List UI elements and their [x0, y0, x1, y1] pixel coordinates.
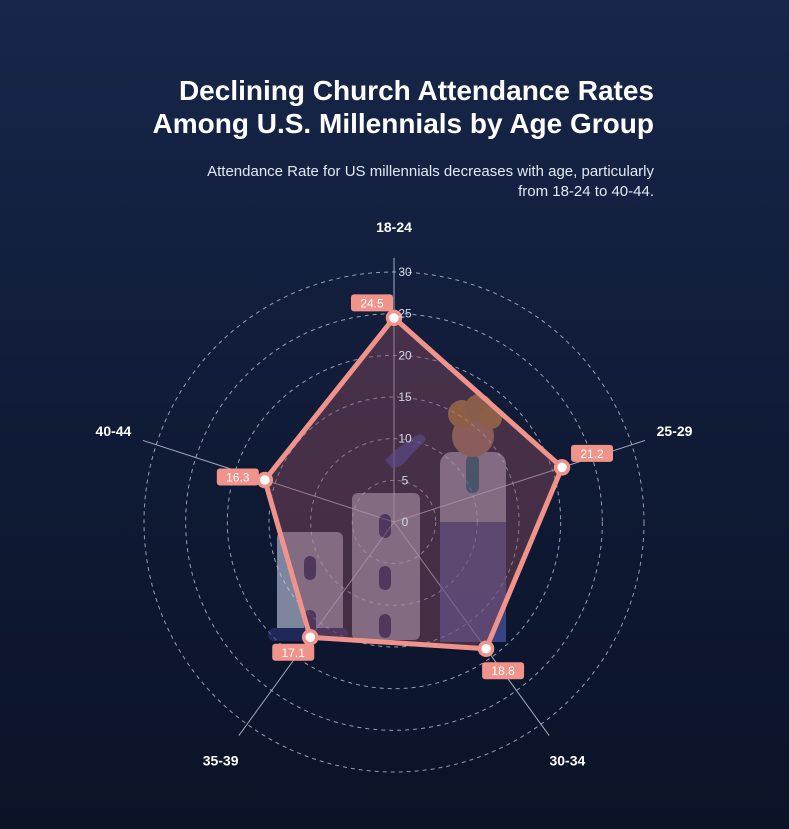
category-label: 35-39 [203, 753, 239, 769]
building-middle-window-icon [379, 566, 391, 590]
value-label-bg [482, 662, 525, 680]
value-label: 16.3 [226, 471, 250, 485]
value-labels: 24.5 21.2 18.8 17.1 16.3 [216, 294, 614, 680]
series-line [262, 315, 565, 652]
data-point [477, 640, 495, 657]
data-point [385, 309, 403, 327]
radial-tick-label: 30 [398, 265, 412, 279]
radial-tick-label: 25 [398, 307, 412, 321]
value-label: 21.2 [580, 447, 604, 461]
data-point [301, 629, 319, 646]
building-left-window-icon [304, 556, 316, 580]
value-label-bg [351, 294, 393, 312]
data-point [553, 459, 571, 476]
hand-icon [385, 434, 426, 468]
data-point [256, 471, 274, 489]
chart-header: Declining Church Attendance Rates Among … [94, 74, 654, 202]
chart-title-line-2: Among U.S. Millennials by Age Group [152, 108, 654, 139]
grid-ring [268, 396, 520, 648]
radial-tick-label: 10 [398, 432, 412, 446]
chart-title: Declining Church Attendance Rates Among … [94, 74, 654, 140]
building-middle-window-icon [379, 614, 391, 638]
radial-tick-label: 20 [398, 348, 412, 362]
category-label: 18-24 [376, 219, 412, 235]
series-area [264, 317, 562, 649]
category-labels: 18-24 25-29 30-34 35-39 40-44 [96, 219, 693, 769]
radial-tick-label: 15 [398, 390, 412, 404]
chart-title-line-1: Declining Church Attendance Rates [178, 75, 654, 106]
chart-subtitle-line-1: Attendance Rate for US millennials decre… [207, 163, 654, 180]
person-tie-icon [466, 455, 479, 493]
value-label-bg [571, 444, 614, 462]
chart-subtitle: Attendance Rate for US millennials decre… [94, 162, 654, 202]
chart-subtitle-line-2: from 18-24 to 40-44. [518, 183, 654, 200]
building-left-icon [277, 532, 343, 640]
radial-tick-label: 0 [402, 515, 409, 529]
radial-ticks: 0 5 10 15 20 25 30 [398, 265, 412, 529]
person-hair-icon [480, 407, 502, 429]
category-label: 25-29 [657, 423, 693, 439]
radar-series [256, 309, 571, 657]
building-middle-window-icon [379, 514, 391, 538]
grid-ring [185, 313, 603, 731]
value-label-bg [272, 643, 315, 661]
value-label-bg [216, 468, 259, 486]
category-label: 30-34 [549, 753, 585, 769]
value-label: 18.8 [491, 664, 515, 678]
radial-tick-label: 5 [402, 473, 409, 487]
category-label: 40-44 [96, 423, 132, 439]
value-label: 17.1 [282, 646, 306, 660]
value-label: 24.5 [360, 296, 384, 310]
